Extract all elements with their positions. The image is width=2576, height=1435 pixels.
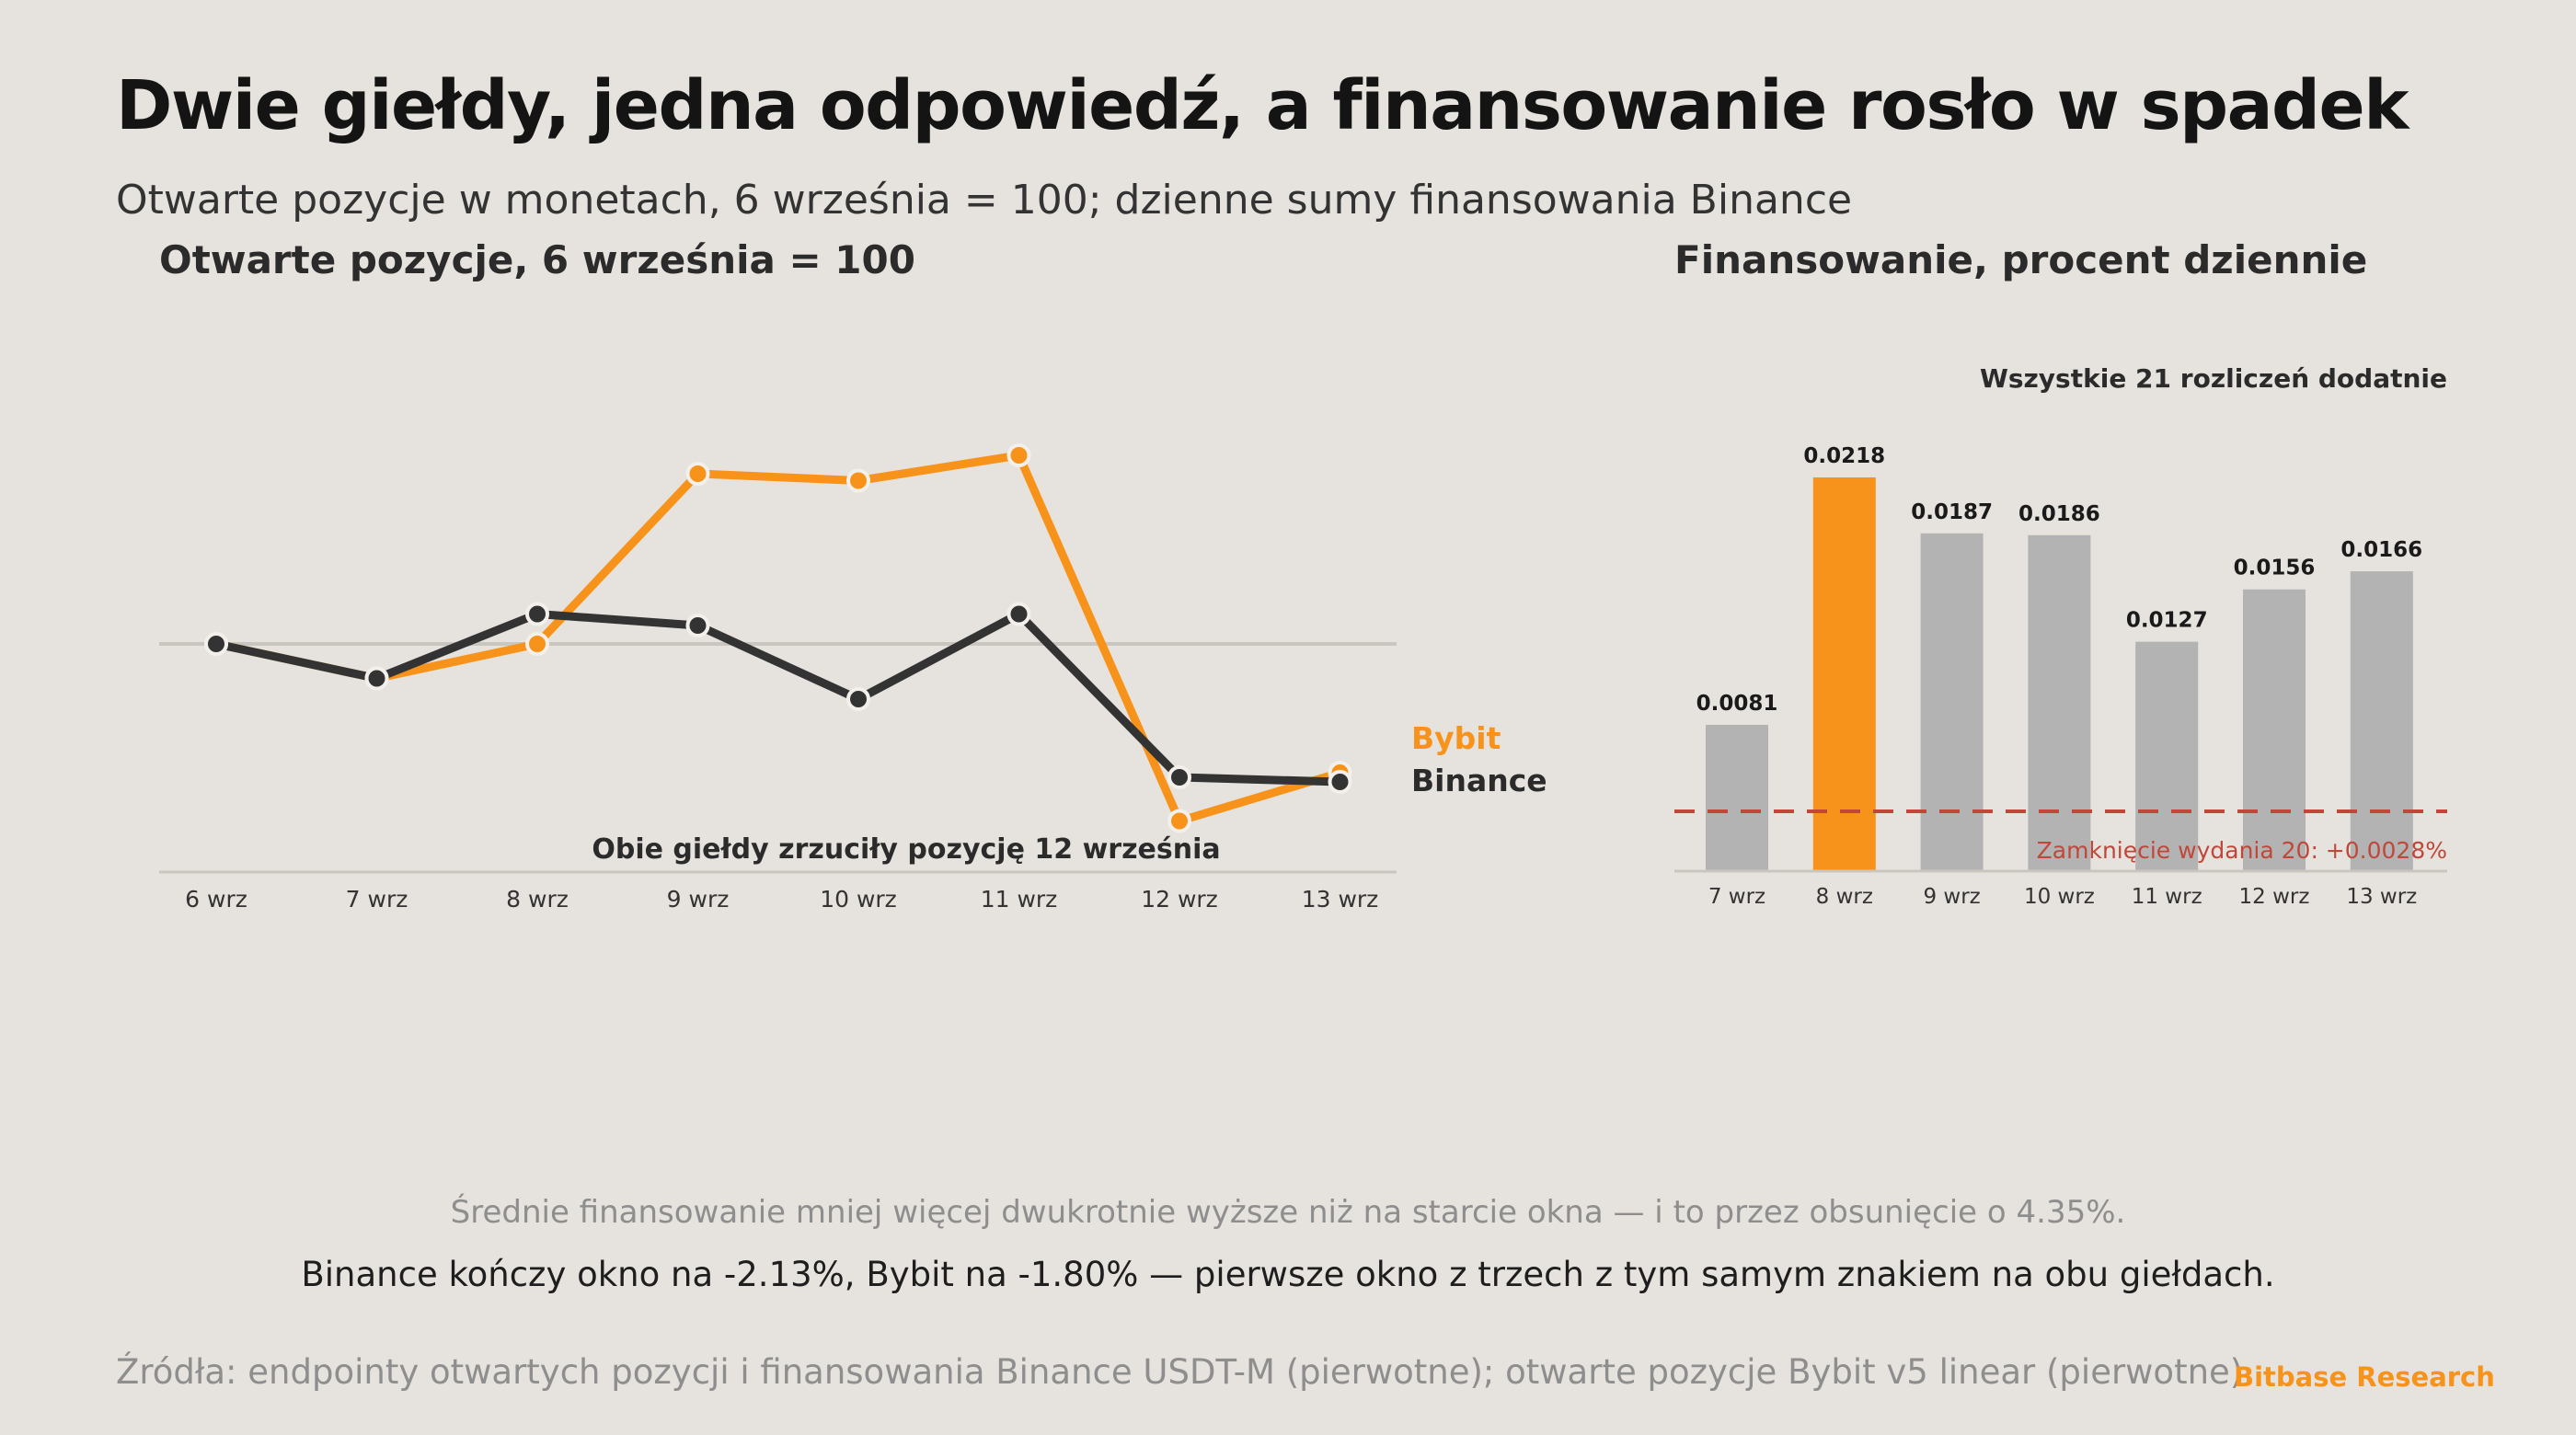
data-point-binance [685,614,710,637]
funding-bar [1920,533,1984,871]
bar-value-label: 0.0166 [2340,538,2422,562]
bar-value-label: 0.0186 [2018,502,2100,526]
x-tick-label: 11 wrz [981,886,1058,913]
x-tick-label: 13 wrz [2346,885,2417,909]
reference-line-label: Zamknięcie wydania 20: +0.0028% [2037,837,2447,864]
legend-label-binance: Binance [1411,763,1547,798]
x-tick-label: 13 wrz [1302,886,1379,913]
data-point-bybit [846,468,870,493]
footer-note-secondary: Średnie finansowanie mniej więcej dwukro… [450,1194,2126,1231]
x-tick-label: 9 wrz [1923,885,1980,909]
data-point-bybit [1167,809,1191,833]
x-tick-label: 8 wrz [1816,885,1873,909]
x-tick-label: 7 wrz [346,886,408,913]
sources-text: Źródła: endpointy otwartych pozycji i fi… [116,1352,2254,1392]
funding-bar [2135,641,2199,871]
bar-chart-annotation: Wszystkie 21 rozliczeń dodatnie [1980,363,2447,394]
funding-bar [1706,724,1768,871]
series-line-binance [212,610,1344,786]
data-point-bybit [1006,443,1031,467]
data-point-binance [204,632,228,656]
funding-bar [1812,477,1876,871]
bar-chart-title: Finansowanie, procent dziennie [1674,237,2368,282]
data-point-bybit [525,632,549,656]
data-point-binance [364,666,389,691]
bar-value-label: 0.0127 [2126,609,2208,633]
x-tick-label: 10 wrz [820,886,897,913]
x-tick-label: 6 wrz [185,886,247,913]
data-point-bybit [685,462,710,486]
open-interest-line-chart: 6 wrz 7 wrz 8 wrz 9 wrz 10 wrz 11 wrz 12 wrz 13… [159,443,1547,913]
x-tick-label: 12 wrz [2239,885,2310,909]
x-tick-label: 11 wrz [2132,885,2202,909]
page-subtitle: Otwarte pozycje w monetach, 6 września =… [116,177,1853,224]
funding-bar [2350,571,2413,871]
x-tick-label: 7 wrz [1708,885,1765,909]
data-point-binance [1006,602,1031,626]
funding-bar [2028,534,2091,871]
bar-value-label: 0.0156 [2234,557,2316,580]
funding-bar-chart: Wszystkie 21 rozliczeń dodatnie 0.0081 7 w… [1674,363,2447,909]
x-tick-label: 8 wrz [506,886,569,913]
footer-note-primary: Binance kończy okno na -2.13%, Bybit na … [301,1255,2275,1294]
bar-value-label: 0.0187 [1911,500,1993,524]
bar-value-label: 0.0081 [1696,692,1778,716]
line-chart-annotation: Obie giełdy zrzuciły pozycję 12 września [592,833,1220,866]
bar-value-label: 0.0218 [1803,444,1885,468]
data-point-binance [1167,765,1191,789]
data-point-binance [1328,770,1352,794]
legend-label-bybit: Bybit [1411,720,1501,756]
page-title: Dwie giełdy, jedna odpowiedź, a finansow… [116,66,2409,145]
data-point-binance [846,687,870,711]
funding-bar [2243,589,2306,871]
x-tick-label: 9 wrz [667,886,730,913]
data-point-binance [525,602,549,626]
brand-logo-text: Bitbase Research [2234,1361,2495,1393]
series-line-bybit [212,451,1344,825]
line-chart-title: Otwarte pozycje, 6 września = 100 [159,237,915,282]
x-tick-label: 12 wrz [1141,886,1218,913]
x-tick-label: 10 wrz [2024,885,2095,909]
